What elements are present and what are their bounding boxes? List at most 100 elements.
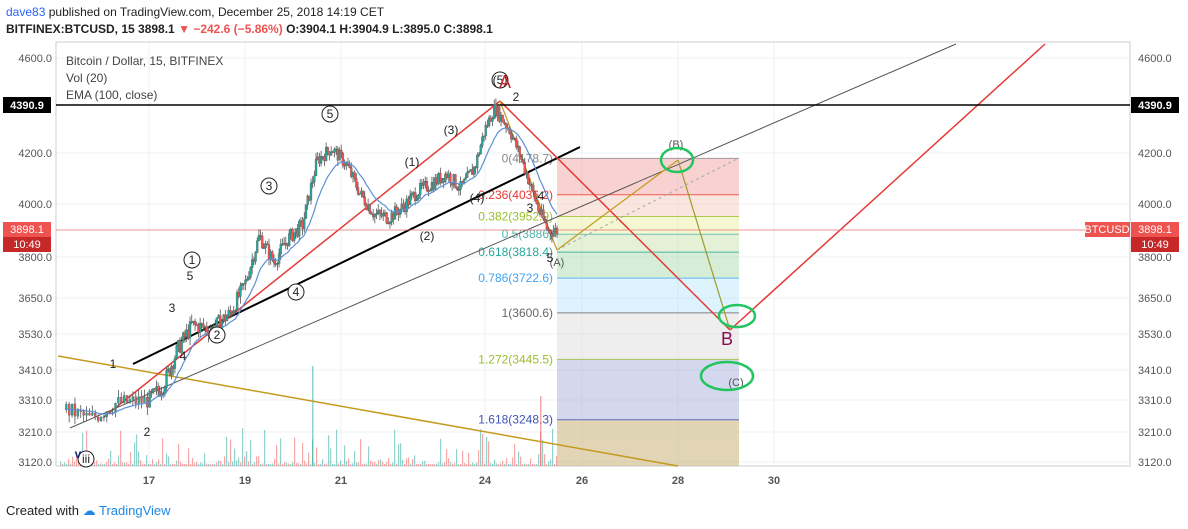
volume-bar [250, 439, 252, 466]
volume-bar [192, 457, 194, 466]
candle-body [143, 396, 146, 403]
candle-body [535, 199, 538, 204]
abc-leg-2 [677, 159, 731, 331]
candle-body [227, 310, 230, 317]
volume-bar [268, 463, 270, 466]
legend-ema[interactable]: EMA (100, close) [66, 88, 158, 102]
candle-body [348, 165, 351, 168]
volume-bar [434, 463, 436, 466]
candle-body [527, 173, 530, 184]
volume-bar [136, 434, 138, 466]
wave-circle [287, 283, 305, 301]
volume-bar [96, 460, 98, 466]
publish-info: dave83 published on TradingView.com, Dec… [6, 4, 384, 20]
candle-body [120, 397, 123, 403]
fib-zone [557, 234, 739, 253]
volume-bar [224, 456, 226, 466]
volume-bar [244, 456, 246, 466]
volume-bar [106, 462, 108, 466]
volume-bar [150, 464, 152, 466]
candle-body [146, 396, 149, 408]
volume-bar [418, 463, 420, 466]
symbol-name: BITFINEX:BTCUSD, 15 [6, 22, 135, 36]
candle-body [498, 106, 501, 122]
y-tick-left: 4000.0 [18, 199, 52, 211]
volume-bar [260, 463, 262, 466]
volume-bar [76, 455, 78, 466]
volume-bar [462, 450, 464, 466]
candle-body [298, 221, 301, 237]
candle-body [102, 416, 106, 418]
candle-body [148, 391, 151, 408]
wave-red-down [499, 100, 731, 331]
fib-zone [557, 216, 739, 235]
wave-label: 2 [214, 328, 221, 342]
volume-bar [320, 463, 322, 466]
volume-bar [484, 463, 486, 466]
candle-body [528, 183, 532, 186]
volume-bar [372, 462, 374, 466]
candle-body [388, 222, 392, 224]
author-name[interactable]: dave83 [6, 5, 46, 19]
candle-body [491, 118, 494, 122]
candle-body [272, 260, 276, 264]
volume-bar [328, 435, 330, 466]
volume-bar [278, 463, 280, 466]
candle-body [134, 396, 137, 404]
volume-bar [294, 437, 296, 466]
wave-circle [208, 326, 226, 344]
volume-bar [312, 366, 314, 466]
volume-bar [82, 432, 84, 466]
candle-body [251, 259, 254, 268]
volume-bar [172, 463, 174, 466]
wave-label: 4 [180, 349, 187, 363]
wave-circle [491, 71, 509, 89]
volume-bar [542, 439, 544, 466]
candle-body [419, 183, 422, 195]
candle-body [314, 158, 318, 176]
candle-body [163, 387, 166, 394]
candle-body [375, 213, 378, 215]
candle-body [487, 117, 491, 126]
candle-body [414, 192, 417, 201]
tradingview-link[interactable]: TradingView [99, 503, 171, 518]
volume-bar [160, 463, 162, 466]
wave-label: (2) [420, 229, 435, 243]
y-tick-left: 3210.0 [18, 427, 52, 439]
volume-bar [286, 462, 288, 466]
candle-body [303, 218, 306, 229]
wave-label: 3 [169, 301, 176, 315]
volume-bar [308, 452, 310, 466]
volume-bar [148, 463, 150, 466]
candle-body [165, 370, 168, 388]
candle-body [385, 212, 388, 224]
candle-body [338, 149, 341, 161]
fib-level-label: 0.786(3722.6) [478, 271, 553, 285]
y-tick-right: 3530.0 [1138, 329, 1172, 341]
fib-zone [557, 158, 739, 195]
volume-bar [368, 446, 370, 466]
candle-body [151, 388, 155, 393]
volume-bar [396, 463, 398, 466]
candle-body [321, 156, 324, 158]
volume-bar [546, 463, 548, 466]
x-tick: 28 [672, 475, 684, 487]
volume-bar [390, 463, 392, 466]
volume-bar [370, 460, 372, 466]
volume-bar [330, 448, 332, 466]
candle-body [532, 184, 535, 193]
fib-level-label: 0.382(3952.9) [478, 209, 553, 223]
volume-bar [178, 443, 180, 466]
volume-bar [354, 451, 356, 466]
wave-circle [183, 251, 201, 269]
legend-volume[interactable]: Vol (20) [66, 71, 108, 85]
volume-bar [300, 463, 302, 466]
volume-bar [460, 463, 462, 466]
candle-body [353, 172, 356, 179]
volume-bar [532, 463, 534, 466]
candle-body [137, 396, 140, 404]
volume-bar [342, 463, 344, 466]
volume-bar [360, 439, 362, 466]
y-tick-right: 3650.0 [1138, 293, 1172, 305]
